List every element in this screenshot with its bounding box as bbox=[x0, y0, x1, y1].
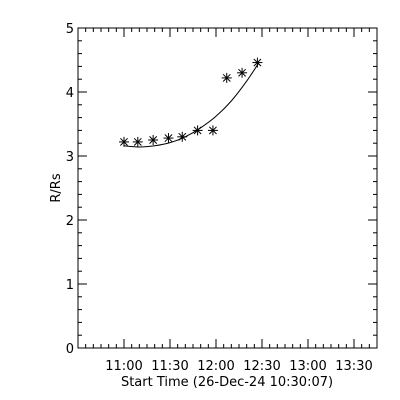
x-tick-label: 12:00 bbox=[197, 359, 234, 374]
x-tick-label: 11:00 bbox=[105, 359, 142, 374]
y-tick-label: 5 bbox=[66, 22, 74, 37]
data-point-marker bbox=[148, 135, 159, 145]
y-tick-label: 0 bbox=[66, 342, 74, 357]
fit-curve bbox=[123, 62, 260, 148]
y-tick-label: 1 bbox=[66, 278, 74, 293]
data-point-marker bbox=[163, 133, 174, 144]
y-tick-label: 3 bbox=[66, 150, 74, 165]
plot-frame bbox=[77, 27, 378, 349]
data-point-marker bbox=[132, 136, 143, 147]
data-point-marker bbox=[177, 131, 188, 142]
data-point-marker bbox=[207, 125, 218, 136]
x-tick-label: 13:00 bbox=[289, 359, 326, 374]
x-axis-label: Start Time (26-Dec-24 10:30:07) bbox=[121, 375, 333, 390]
y-axis-label: R/Rs bbox=[49, 173, 64, 202]
data-point-marker bbox=[221, 72, 232, 83]
data-point-marker bbox=[119, 136, 129, 147]
data-point-marker bbox=[192, 125, 203, 136]
y-tick-label: 2 bbox=[66, 214, 74, 229]
x-tick-label: 11:30 bbox=[151, 359, 188, 374]
x-tick-label: 13:30 bbox=[335, 359, 372, 374]
data-point-marker bbox=[252, 57, 263, 68]
data-point-marker bbox=[237, 67, 248, 78]
x-tick-label: 12:30 bbox=[243, 359, 280, 374]
y-tick-label: 4 bbox=[66, 86, 74, 101]
